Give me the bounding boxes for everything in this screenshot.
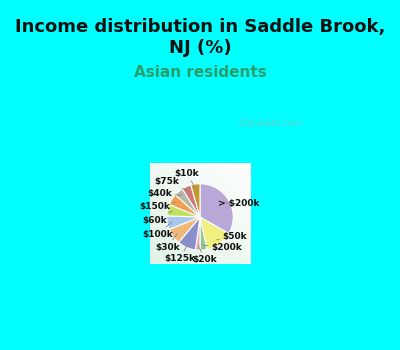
- Text: > $200k: > $200k: [218, 199, 259, 208]
- Text: $50k: $50k: [217, 232, 246, 241]
- Wedge shape: [182, 185, 200, 217]
- Text: $75k: $75k: [154, 177, 188, 191]
- Wedge shape: [167, 204, 200, 217]
- Text: $150k: $150k: [139, 202, 176, 211]
- Wedge shape: [200, 184, 233, 234]
- Wedge shape: [191, 184, 200, 217]
- Text: $30k: $30k: [156, 233, 180, 252]
- Text: Income distribution in Saddle Brook,
NJ (%): Income distribution in Saddle Brook, NJ …: [15, 18, 385, 57]
- Text: $100k: $100k: [142, 222, 173, 239]
- Text: Asian residents: Asian residents: [134, 65, 266, 80]
- Text: $20k: $20k: [193, 245, 217, 264]
- Wedge shape: [169, 217, 200, 243]
- Text: $40k: $40k: [147, 189, 182, 198]
- Wedge shape: [167, 216, 200, 230]
- Wedge shape: [200, 217, 207, 250]
- Wedge shape: [175, 189, 200, 217]
- Text: City-Data.com: City-Data.com: [238, 119, 302, 128]
- Wedge shape: [179, 217, 200, 250]
- Wedge shape: [195, 217, 200, 250]
- Text: $125k: $125k: [164, 243, 195, 263]
- Wedge shape: [200, 217, 229, 250]
- Text: $10k: $10k: [174, 169, 199, 189]
- Text: $200k: $200k: [203, 243, 242, 252]
- Wedge shape: [169, 195, 200, 217]
- Text: $60k: $60k: [142, 211, 172, 224]
